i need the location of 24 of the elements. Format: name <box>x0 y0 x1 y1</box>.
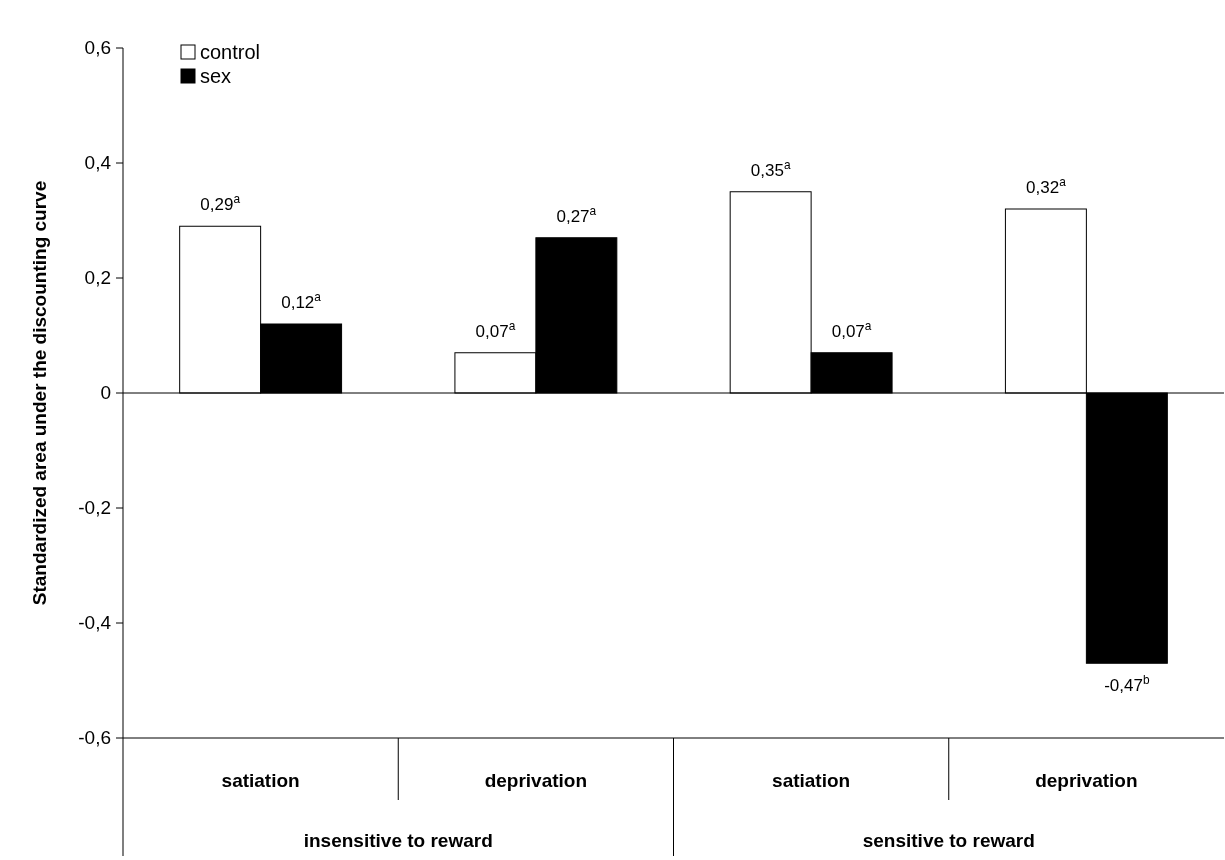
data-label: 0,27$^{a}$ <box>556 203 597 226</box>
x-tick-label: deprivation <box>1035 770 1138 791</box>
data-label: 0,29$^{a}$ <box>200 192 241 215</box>
legend-label: control <box>200 41 261 63</box>
y-tick-label: -0,2 <box>78 497 111 518</box>
x-tick-label: deprivation <box>484 770 588 791</box>
data-label: 0,35$^{a}$ <box>750 157 791 180</box>
legend-label: sex <box>200 65 232 87</box>
x-tick-label: satiation <box>221 770 300 791</box>
y-tick-label: 0 <box>100 382 111 403</box>
text: insensitive to reward <box>303 830 493 851</box>
data-label: -0,47$^{b}$ <box>1104 673 1150 696</box>
text: sensitive to reward <box>862 830 1035 851</box>
y-tick-label: 0,2 <box>84 267 111 288</box>
y-tick-label: 0,6 <box>84 37 111 58</box>
y-tick-label: 0,4 <box>84 152 112 173</box>
y-axis-title: Standardized area under the discounting curve <box>29 180 50 606</box>
x-tick-label: satiation <box>772 770 851 791</box>
data-label: 0,07$^{a}$ <box>475 318 516 341</box>
y-tick-label: -0,6 <box>78 727 111 748</box>
data-label: 0,12$^{a}$ <box>281 290 322 312</box>
data-label: 0,32$^{a}$ <box>1026 175 1067 197</box>
y-tick-label: -0,4 <box>78 612 112 633</box>
data-label: 0,07$^{a}$ <box>831 318 872 341</box>
